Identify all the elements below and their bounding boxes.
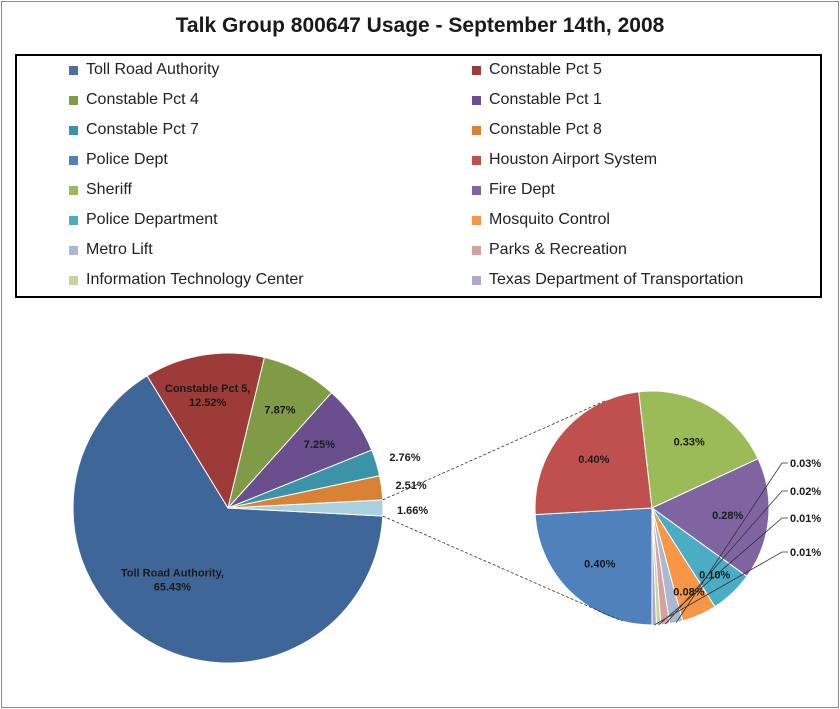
leader-line bbox=[675, 462, 788, 623]
legend-label: Fire Dept bbox=[489, 181, 555, 198]
legend-label: Police Dept bbox=[86, 151, 168, 168]
legend-swatch bbox=[69, 185, 78, 195]
data-label: 0.33% bbox=[674, 437, 705, 449]
legend-swatch bbox=[69, 125, 78, 135]
legend-item: Metro Lift bbox=[69, 240, 153, 260]
legend-item: Houston Airport System bbox=[472, 150, 657, 170]
legend-label: Toll Road Authority bbox=[86, 61, 220, 78]
data-label: 0.03% bbox=[790, 458, 821, 470]
legend-item: Police Department bbox=[69, 210, 218, 230]
legend-item: Constable Pct 7 bbox=[69, 120, 199, 140]
legend-label: Police Department bbox=[86, 211, 218, 228]
secondary-pie-slice bbox=[534, 507, 653, 626]
legend-label: Constable Pct 8 bbox=[489, 121, 602, 138]
legend-swatch bbox=[472, 65, 481, 75]
legend-item: Texas Department of Transportation bbox=[472, 270, 743, 290]
legend-swatch bbox=[472, 275, 481, 285]
legend-item: Constable Pct 4 bbox=[69, 90, 199, 110]
data-label: 0.28% bbox=[712, 510, 743, 522]
data-label: 7.87% bbox=[264, 404, 295, 416]
legend-label: Mosquito Control bbox=[489, 211, 610, 228]
legend-item: Mosquito Control bbox=[472, 210, 610, 230]
legend-label: Information Technology Center bbox=[86, 271, 304, 288]
data-label: 2.51% bbox=[396, 480, 427, 492]
legend-label: Sheriff bbox=[86, 181, 132, 198]
data-label: 1.66% bbox=[397, 505, 428, 517]
legend-item: Constable Pct 1 bbox=[472, 90, 602, 110]
legend-item: Toll Road Authority bbox=[69, 60, 219, 80]
leader-line bbox=[664, 490, 788, 625]
legend-label: Texas Department of Transportation bbox=[489, 271, 744, 288]
pie-slice bbox=[146, 352, 266, 510]
data-label: 2.76% bbox=[389, 452, 420, 464]
legend-swatch bbox=[472, 125, 481, 135]
legend-label: Constable Pct 7 bbox=[86, 121, 199, 138]
connector-line bbox=[382, 515, 623, 622]
leader-line bbox=[658, 517, 788, 626]
secondary-pie-slice bbox=[534, 391, 653, 516]
legend-label: Parks & Recreation bbox=[489, 241, 627, 258]
data-label: 0.10% bbox=[699, 569, 730, 581]
data-label: 0.01% bbox=[790, 547, 821, 559]
data-label: Toll Road Authority, 65.43% bbox=[121, 567, 224, 593]
legend-swatch bbox=[472, 185, 481, 195]
data-label: 0.40% bbox=[578, 454, 609, 466]
data-label: 0.40% bbox=[584, 558, 615, 570]
pie-slice bbox=[227, 499, 384, 517]
legend-swatch bbox=[69, 155, 78, 165]
pie-slice bbox=[72, 375, 384, 664]
legend-swatch bbox=[472, 155, 481, 165]
legend-label: Constable Pct 5 bbox=[489, 61, 602, 78]
legend-item: Police Dept bbox=[69, 150, 168, 170]
leader-line bbox=[654, 551, 788, 626]
legend-item: Parks & Recreation bbox=[472, 240, 627, 260]
data-label: 0.08% bbox=[673, 586, 704, 598]
legend-item: Fire Dept bbox=[472, 180, 555, 200]
legend-item: Constable Pct 8 bbox=[472, 120, 602, 140]
legend-swatch bbox=[69, 275, 78, 285]
legend-swatch bbox=[69, 245, 78, 255]
connector-line bbox=[382, 399, 608, 501]
data-label: 0.01% bbox=[790, 513, 821, 525]
legend-label: Constable Pct 4 bbox=[86, 91, 199, 108]
secondary-pie-slice bbox=[638, 390, 759, 509]
data-label: 0.02% bbox=[790, 486, 821, 498]
legend-label: Constable Pct 1 bbox=[489, 91, 602, 108]
legend-item: Constable Pct 5 bbox=[472, 60, 602, 80]
legend-item: Sheriff bbox=[69, 180, 132, 200]
legend-item: Information Technology Center bbox=[69, 270, 304, 290]
legend-swatch bbox=[69, 95, 78, 105]
legend-label: Houston Airport System bbox=[489, 151, 658, 168]
legend-swatch bbox=[472, 95, 481, 105]
chart-title: Talk Group 800647 Usage - September 14th… bbox=[175, 14, 665, 37]
legend-swatch bbox=[69, 215, 78, 225]
legend-label: Metro Lift bbox=[86, 241, 153, 258]
legend-swatch bbox=[472, 215, 481, 225]
legend-swatch bbox=[69, 65, 78, 75]
legend: Toll Road Authority Constable Pct 5 Consta… bbox=[15, 54, 822, 298]
data-label: 7.25% bbox=[304, 439, 335, 451]
legend-swatch bbox=[472, 245, 481, 255]
data-label: Constable Pct 5, 12.52% bbox=[165, 383, 251, 409]
